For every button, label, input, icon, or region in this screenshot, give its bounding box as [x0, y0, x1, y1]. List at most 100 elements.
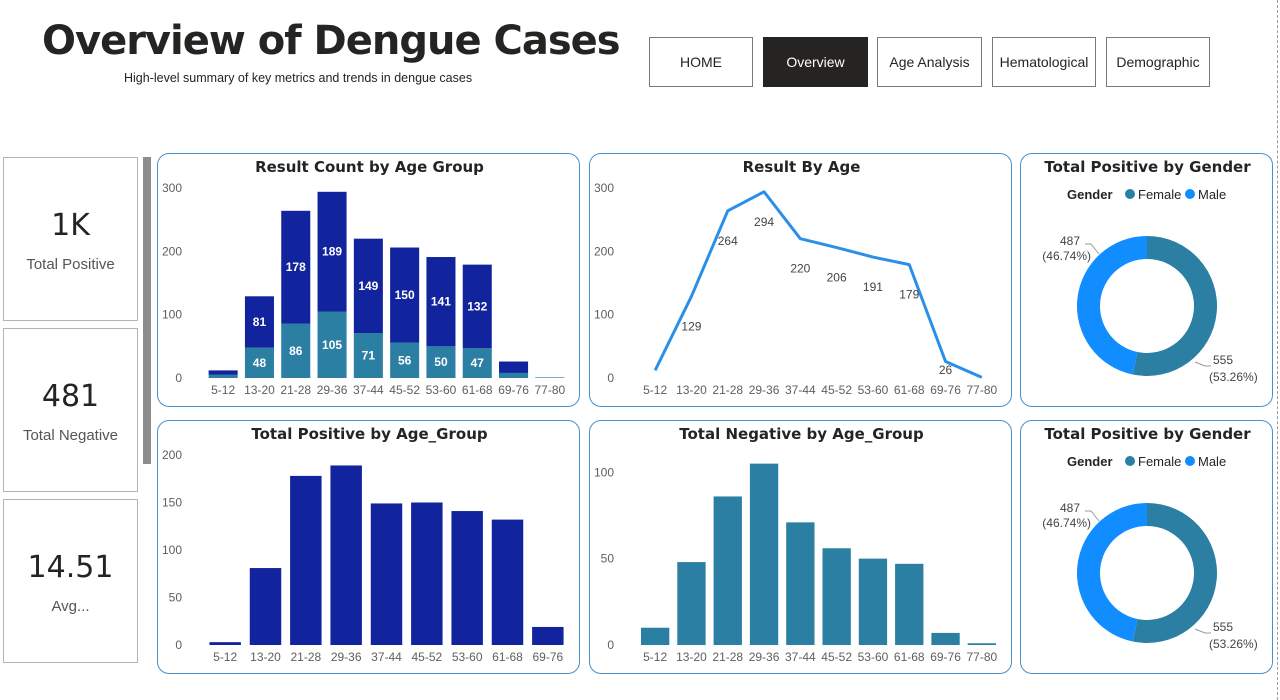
y-tick-label: 0: [607, 371, 614, 385]
y-tick-label: 100: [594, 308, 614, 322]
chart-positive-by-gender-bottom[interactable]: Total Positive by Gender Gender Female Male…: [1020, 420, 1273, 674]
x-tick-label: 37-44: [785, 383, 816, 397]
bar-segment: [462, 264, 492, 349]
data-label: 86: [289, 344, 303, 358]
bar: [491, 519, 524, 645]
data-label: 150: [395, 288, 415, 302]
bar-segment: [462, 348, 492, 378]
data-label: 294: [754, 215, 774, 229]
slice-value-label: 555: [1213, 353, 1233, 367]
bar-segment: [281, 323, 311, 378]
kpi-card-average[interactable]: 14.51 Avg...: [3, 499, 138, 663]
y-tick-label: 100: [594, 465, 614, 479]
bar-segment: [535, 377, 565, 378]
bar: [931, 632, 960, 645]
legend-marker-icon: [1185, 456, 1195, 466]
data-label: 47: [471, 356, 485, 370]
bar: [411, 502, 443, 645]
bar: [895, 563, 924, 645]
bar-segment: [426, 257, 456, 347]
y-tick-label: 200: [162, 244, 182, 258]
x-tick-label: 53-60: [858, 650, 889, 664]
slice-percent-label: (53.26%): [1209, 370, 1258, 384]
y-tick-label: 300: [162, 181, 182, 195]
bar: [713, 496, 742, 645]
leader-line: [1194, 361, 1211, 367]
kpi-value: 14.51: [27, 550, 114, 585]
x-tick-label: 53-60: [858, 383, 889, 397]
bar-segment: [281, 210, 311, 324]
bar: [967, 643, 997, 645]
bar: [640, 627, 670, 645]
leader-line: [1194, 628, 1211, 634]
data-label: 56: [398, 353, 412, 367]
x-tick-label: 5-12: [213, 650, 237, 664]
kpi-card-total-positive[interactable]: 1K Total Positive: [3, 157, 138, 321]
bar-segment: [499, 361, 529, 373]
chart-total-positive-by-age-group[interactable]: Total Positive by Age_Group 0 50 100 150 200 5…: [157, 420, 580, 674]
y-tick-label: 0: [175, 638, 182, 652]
x-tick-label: 61-68: [894, 650, 925, 664]
slice-value-label: 487: [1060, 234, 1080, 248]
legend-marker-icon: [1185, 189, 1195, 199]
nav-demographic-button[interactable]: Demographic: [1106, 37, 1210, 87]
nav-hematological-button[interactable]: Hematological: [992, 37, 1096, 87]
legend-marker-icon: [1125, 189, 1135, 199]
bar: [451, 511, 483, 645]
bar: [822, 548, 851, 645]
nav-age-analysis-button[interactable]: Age Analysis: [877, 37, 982, 87]
legend-title: Gender: [1067, 454, 1113, 469]
x-tick-label: 5-12: [211, 383, 235, 397]
data-label: 179: [899, 288, 919, 302]
bar-segment: [244, 296, 274, 348]
x-tick-label: 69-76: [498, 383, 529, 397]
x-tick-label: 21-28: [712, 650, 743, 664]
page-title: Overview of Dengue Cases: [42, 18, 621, 64]
y-tick-label: 200: [594, 244, 614, 258]
chart-result-count-by-age-group[interactable]: Result Count by Age Group 0 100 200 300 5-12 1…: [157, 153, 580, 407]
chart-title: Result By Age: [743, 158, 861, 176]
bar: [370, 503, 403, 645]
bar-segment: [426, 346, 456, 378]
bar: [290, 475, 322, 645]
nav-overview-button[interactable]: Overview: [763, 37, 868, 87]
series-line: [653, 190, 983, 379]
x-tick-label: 29-36: [317, 383, 348, 397]
chart-title: Total Positive by Age_Group: [251, 425, 488, 443]
x-tick-label: 21-28: [290, 650, 321, 664]
x-tick-label: 5-12: [643, 383, 667, 397]
kpi-label: Total Negative: [22, 427, 119, 444]
data-label: 71: [362, 349, 376, 363]
chart-result-by-age[interactable]: Result By Age 0 100 200 300 5-12 13-20 21-28 29-…: [589, 153, 1012, 407]
kpi-card-total-negative[interactable]: 481 Total Negative: [3, 328, 138, 492]
bar-segment: [353, 238, 383, 334]
x-tick-label: 45-52: [389, 383, 420, 397]
data-label: 48: [253, 356, 267, 370]
bar: [209, 642, 241, 645]
data-label: 264: [718, 234, 738, 248]
chart-title: Total Negative by Age_Group: [679, 425, 924, 443]
kpi-value: 481: [41, 379, 100, 414]
nav-home-button[interactable]: HOME: [649, 37, 753, 87]
chart-positive-by-gender-top[interactable]: Total Positive by Gender Gender Female Male…: [1020, 153, 1273, 407]
legend-item: Male: [1198, 187, 1226, 202]
data-label: 149: [358, 279, 378, 293]
legend-title: Gender: [1067, 187, 1113, 202]
bar: [330, 465, 362, 645]
kpi-label: Total Positive: [26, 256, 115, 273]
legend-marker-icon: [1125, 456, 1135, 466]
data-label: 105: [322, 338, 342, 352]
x-tick-label: 77-80: [966, 383, 997, 397]
legend-item: Female: [1138, 187, 1181, 202]
chart-total-negative-by-age-group[interactable]: Total Negative by Age_Group 0 50 100 5-12 13-…: [589, 420, 1012, 674]
pie-slice: [1077, 503, 1147, 642]
y-tick-label: 100: [162, 308, 182, 322]
kpi-scrollbar[interactable]: [143, 157, 151, 464]
x-tick-label: 69-76: [532, 650, 563, 664]
data-label: 26: [939, 363, 953, 377]
data-label: 178: [286, 260, 306, 274]
bar-segment: [244, 347, 274, 378]
slice-percent-label: (46.74%): [1042, 249, 1091, 263]
data-label: 129: [681, 319, 701, 333]
legend-item: Female: [1138, 454, 1181, 469]
